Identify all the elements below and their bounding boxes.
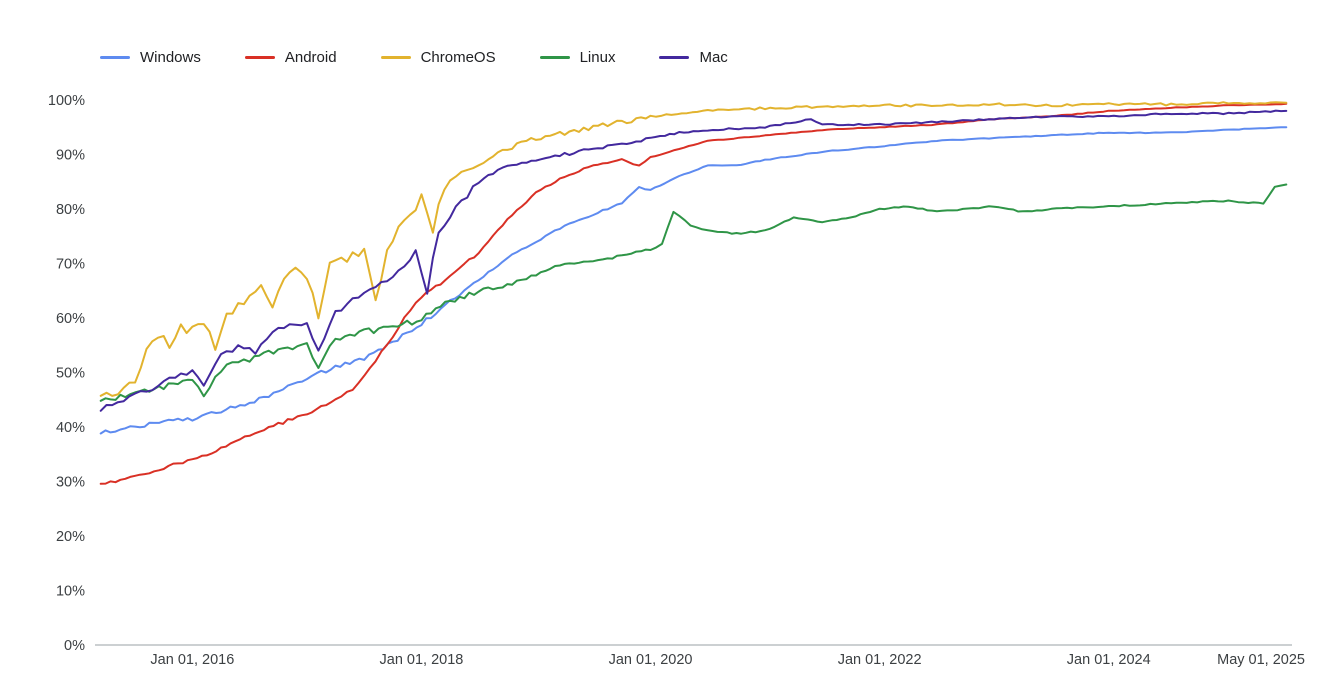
x-axis-tick-label: May 01, 2025 bbox=[1217, 652, 1305, 668]
y-axis-tick-label: 20% bbox=[56, 529, 85, 545]
legend-swatch-linux bbox=[539, 56, 570, 59]
y-axis-tick-label: 10% bbox=[56, 584, 85, 600]
x-axis-tick-label: Jan 01, 2016 bbox=[150, 652, 234, 668]
y-axis-tick-label: 70% bbox=[56, 257, 85, 273]
legend-item-linux: Linux bbox=[539, 49, 616, 66]
series-line-windows bbox=[99, 126, 1288, 435]
y-axis-tick-label: 50% bbox=[56, 366, 85, 382]
legend-item-windows: Windows bbox=[100, 50, 201, 65]
x-axis-tick-label: Jan 01, 2022 bbox=[838, 652, 922, 668]
legend-label: Windows bbox=[140, 49, 201, 66]
x-axis-tick-label: Jan 01, 2018 bbox=[380, 652, 464, 668]
legend-label: Mac bbox=[699, 49, 728, 66]
y-axis-tick-label: 90% bbox=[56, 148, 85, 164]
x-axis-tick-label: Jan 01, 2024 bbox=[1067, 652, 1151, 668]
y-axis-tick-label: 0% bbox=[64, 638, 85, 654]
series-line-linux bbox=[99, 183, 1288, 402]
series-line-mac bbox=[99, 109, 1288, 412]
chart-legend: Windows Android ChromeOS Linux Mac bbox=[100, 50, 728, 65]
x-axis-tick-label: Jan 01, 2020 bbox=[609, 652, 693, 668]
legend-swatch-chromeos bbox=[380, 56, 411, 59]
legend-item-chromeos: ChromeOS bbox=[380, 49, 496, 66]
series-line-android bbox=[99, 102, 1288, 485]
legend-label: Android bbox=[284, 49, 337, 66]
y-axis-tick-label: 30% bbox=[56, 475, 85, 491]
series-line-chromeos bbox=[99, 101, 1288, 397]
y-axis-tick-label: 100% bbox=[48, 93, 85, 109]
legend-label: Linux bbox=[579, 49, 616, 66]
y-axis-tick-label: 80% bbox=[56, 202, 85, 218]
y-axis-tick-label: 60% bbox=[56, 311, 85, 327]
legend-swatch-android bbox=[244, 56, 275, 59]
legend-item-android: Android bbox=[244, 49, 337, 66]
legend-item-mac: Mac bbox=[659, 49, 728, 66]
legend-swatch-windows bbox=[100, 56, 130, 59]
legend-swatch-mac bbox=[659, 56, 690, 59]
y-axis-tick-label: 40% bbox=[56, 420, 85, 436]
legend-label: ChromeOS bbox=[420, 49, 496, 66]
